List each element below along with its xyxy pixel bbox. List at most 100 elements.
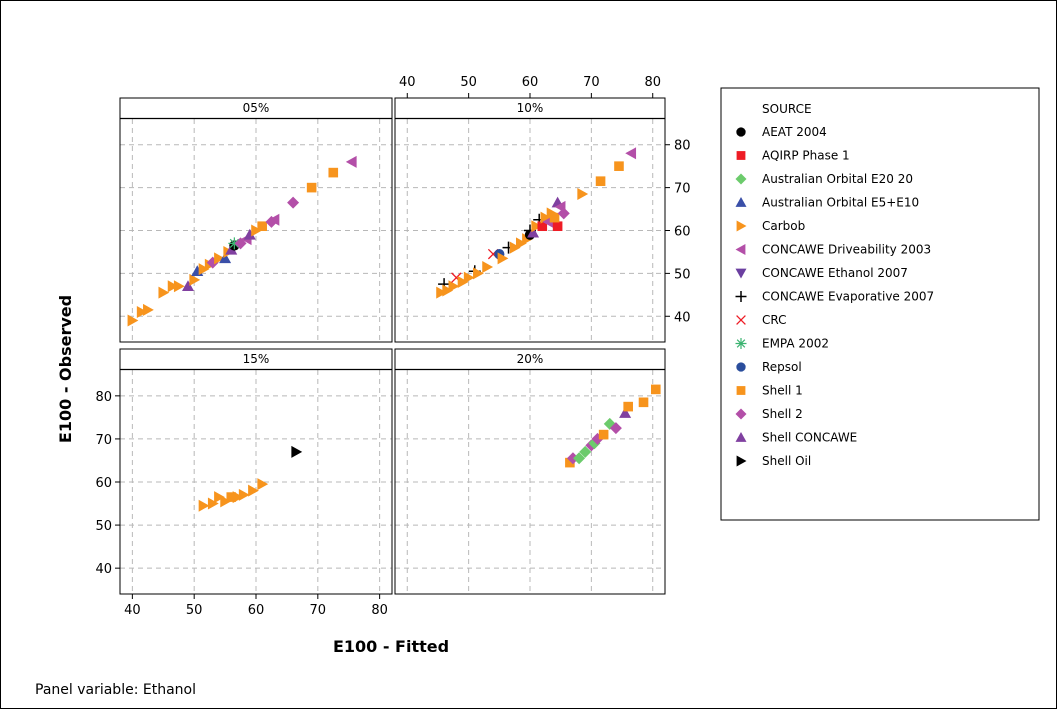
grid-layer: [120, 119, 665, 594]
x-tick-label-top: 70: [583, 75, 600, 90]
legend-marker-concawe-driveability-2003: [735, 244, 746, 255]
panel-border: [394, 97, 666, 343]
data-point-carbob: [198, 263, 210, 276]
legend-item-empa-2002: EMPA 2002: [735, 337, 829, 351]
legend-item-crc: CRC: [736, 313, 787, 327]
y-tick-label: 70: [95, 433, 112, 448]
legend-item-shell-oil: Shell Oil: [736, 454, 811, 468]
data-point-carbob: [136, 305, 148, 318]
legend-label: CONCAWE Ethanol 2007: [762, 266, 908, 280]
legend-marker-concawe-ethanol-2007: [735, 268, 747, 279]
x-tick-label-top: 60: [522, 75, 539, 90]
panel-border: [394, 348, 666, 595]
data-point-carbob: [189, 273, 201, 286]
data-point-shell-1: [623, 401, 633, 412]
legend-marker-shell-concawe: [735, 432, 747, 442]
legend-box: [720, 87, 1040, 521]
data-point-aqirp-phase-1: [537, 221, 548, 232]
data-point-shell-1: [638, 397, 649, 408]
data-point-shell-1: [306, 182, 317, 193]
data-point-carbob: [198, 499, 210, 512]
data-point-shell-1: [257, 221, 267, 232]
legend-item-shell-concawe: Shell CONCAWE: [735, 431, 857, 445]
data-point-carbob: [497, 252, 509, 265]
data-point-shell-concawe: [619, 407, 632, 418]
data-point-aqirp-phase-1: [552, 221, 563, 232]
legend-item-shell-1: Shell 1: [736, 384, 803, 398]
legend-item-concawe-ethanol-2007: CONCAWE Ethanol 2007: [735, 266, 908, 280]
data-point-carbob: [158, 286, 170, 299]
legend-marker-carbob: [736, 220, 747, 232]
legend-marker-shell-1: [736, 386, 746, 395]
legend-label: EMPA 2002: [762, 337, 829, 351]
data-point-shell-1: [598, 429, 609, 440]
legend-label: CONCAWE Evaporative 2007: [762, 290, 934, 304]
legend-label: AEAT 2004: [762, 125, 827, 139]
legend-marker-empa-2002: [735, 338, 747, 349]
panel-strip-label: 10%: [517, 101, 544, 115]
data-point-carbob: [238, 488, 250, 501]
data-point-carbob: [143, 303, 154, 316]
x-tick-label: 60: [248, 603, 265, 618]
y-tick-label-right: 80: [674, 139, 691, 154]
data-point-carbob: [167, 280, 179, 293]
data-point-carbob: [436, 286, 448, 299]
data-point-carbob: [214, 491, 225, 504]
data-point-carbob: [251, 224, 262, 237]
panel-border: [119, 348, 393, 595]
data-point-carbob: [482, 260, 494, 273]
legend-marker-australian-orbital-e5-e10: [735, 197, 747, 207]
panel-points-0: [127, 155, 357, 327]
data-point-carbob: [442, 284, 454, 297]
legend-item-australian-orbital-e20-20: Australian Orbital E20 20: [735, 172, 913, 186]
legend-marker-repsol: [736, 362, 746, 372]
data-point-concawe-driveability-2003: [625, 147, 637, 160]
data-point-carbob: [457, 275, 469, 288]
legend-item-aqirp-phase-1: AQIRP Phase 1: [736, 149, 850, 163]
legend-marker-shell-oil: [736, 455, 747, 467]
y-tick-label: 80: [95, 390, 112, 405]
legend-item-australian-orbital-e5-e10: Australian Orbital E5+E10: [735, 196, 919, 210]
panel-strip-label: 15%: [243, 352, 270, 366]
data-point-shell-1: [565, 457, 575, 468]
legend-label: Shell 2: [762, 407, 803, 421]
legend-item-repsol: Repsol: [736, 360, 802, 374]
legend-item-concawe-evaporative-2007: CONCAWE Evaporative 2007: [735, 290, 934, 304]
x-tick-label: 40: [124, 603, 141, 618]
data-point-concawe-driveability-2003: [345, 155, 357, 168]
data-point-shell-2: [287, 196, 300, 209]
data-point-australian-orbital-e5-e10: [219, 252, 232, 264]
data-point-shell-2: [206, 256, 219, 269]
data-point-carbob: [173, 280, 185, 293]
legend-marker-aeat-2004: [736, 127, 746, 137]
legend-marker-shell-2: [735, 408, 747, 420]
data-point-carbob: [220, 495, 232, 508]
legend-label: Shell CONCAWE: [762, 431, 857, 445]
data-point-carbob: [531, 220, 543, 233]
data-point-carbob: [540, 211, 552, 224]
points-layer: [127, 147, 661, 512]
x-tick-label-top: 40: [399, 75, 416, 90]
data-point-carbob: [515, 237, 527, 250]
panel-variable-note: Panel variable: Ethanol: [35, 682, 196, 698]
legend-label: Australian Orbital E20 20: [762, 172, 913, 186]
data-point-shell-1: [549, 212, 560, 223]
data-point-carbob: [257, 478, 269, 491]
data-point-shell-2: [609, 422, 622, 435]
data-point-shell-concawe: [182, 280, 194, 292]
data-point-carbob: [577, 188, 589, 201]
x-tick-label: 50: [186, 603, 203, 618]
data-point-shell-1: [650, 384, 661, 395]
data-point-australian-orbital-e20-20: [573, 452, 586, 465]
legend-label: CONCAWE Driveability 2003: [762, 243, 931, 257]
y-tick-label: 50: [95, 519, 112, 534]
x-tick-label: 70: [310, 603, 327, 618]
legend-marker-crc: [736, 315, 746, 325]
data-point-carbob: [448, 280, 460, 293]
legend-label: CRC: [762, 313, 787, 327]
y-tick-label: 40: [95, 562, 112, 577]
x-tick-label-top: 80: [644, 75, 661, 90]
legend-item-aeat-2004: AEAT 2004: [736, 125, 827, 139]
legend-marker-concawe-evaporative-2007: [735, 291, 747, 302]
panel-points-3: [565, 384, 661, 468]
